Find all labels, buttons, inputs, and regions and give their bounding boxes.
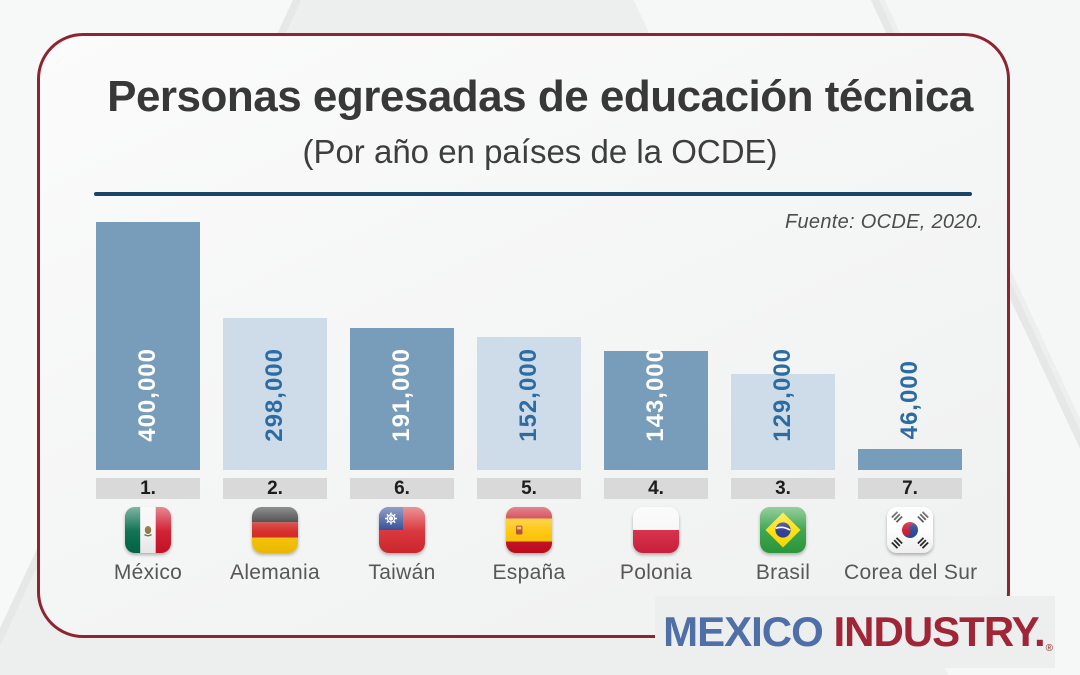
bar-value-label: 298,000	[261, 348, 288, 442]
registered-trademark-icon: ®	[1045, 643, 1053, 654]
spain-flag-icon	[506, 507, 552, 553]
bar-value-label: 152,000	[515, 348, 542, 442]
country-label: Alemania	[230, 561, 320, 584]
country-label: España	[492, 561, 566, 584]
page-title: Personas egresadas de educación técnica	[107, 72, 973, 121]
brazil-flag-icon	[760, 507, 806, 553]
logo-word-mexico: MEXICO	[663, 608, 834, 655]
country-label: Brasil	[755, 561, 811, 584]
bar-brasil	[731, 374, 835, 470]
bar-column-brasil: 129,000 3. Brasil	[731, 215, 835, 585]
bar-corea-del-sur	[858, 449, 962, 470]
bar-zone: 191,000	[350, 215, 454, 470]
bar-espana	[477, 337, 581, 470]
bar-column-taiwan: 191,000 6. Taiwán	[350, 215, 454, 585]
logo-word-industry: INDUSTRY.	[833, 608, 1045, 655]
bar-column-alemania: 298,000 2. Alemania	[223, 215, 327, 585]
bar-value-label: 46,000	[896, 359, 923, 439]
bar-value-label: 129,000	[769, 348, 796, 442]
country-label: México	[113, 561, 183, 584]
bar-polonia	[604, 351, 708, 470]
rank-badge: 4.	[604, 478, 708, 499]
rank-badge: 7.	[858, 478, 962, 499]
rank-badge: 2.	[223, 478, 327, 499]
bar-column-espana: 152,000 5. España	[477, 215, 581, 585]
south-korea-flag-icon	[887, 507, 933, 553]
bar-alemania	[223, 318, 327, 470]
rank-badge: 1.	[96, 478, 200, 499]
rank-badge: 5.	[477, 478, 581, 499]
page-subtitle: (Por año en países de la OCDE)	[302, 133, 778, 170]
bar-taiwan	[350, 328, 454, 470]
bar-zone: 143,000	[604, 215, 708, 470]
poland-flag-icon	[633, 507, 679, 553]
bar-column-corea-del-sur: 46,000 7.	[844, 215, 977, 585]
bar-column-polonia: 143,000 4. Polonia	[604, 215, 708, 585]
bar-mexico	[96, 222, 200, 470]
country-label: Taiwán	[368, 561, 436, 584]
bar-value-label: 400,000	[134, 348, 161, 442]
bar-value-label: 191,000	[388, 348, 415, 442]
bar-value-label: 143,000	[642, 348, 669, 442]
country-label: Polonia	[619, 561, 693, 584]
country-label: Corea del Sur	[844, 561, 978, 584]
header-divider	[94, 192, 972, 196]
germany-flag-icon	[252, 507, 298, 553]
taiwan-flag-icon	[379, 507, 425, 553]
rank-badge: 3.	[731, 478, 835, 499]
source-note: Fuente: OCDE, 2020.	[784, 211, 983, 233]
bar-chart: 400,000 1. México 298,000 2. A	[96, 215, 977, 585]
mexico-flag-icon	[125, 507, 171, 553]
bar-zone: 298,000	[223, 215, 327, 470]
bar-zone: 46,000	[858, 215, 962, 470]
mexico-industry-logo: MEXICO INDUSTRY. ®	[655, 596, 1055, 668]
bar-zone: 152,000	[477, 215, 581, 470]
bar-zone: 129,000	[731, 215, 835, 470]
bar-zone: 400,000	[96, 215, 200, 470]
bar-column-mexico: 400,000 1. México	[96, 215, 200, 585]
rank-badge: 6.	[350, 478, 454, 499]
